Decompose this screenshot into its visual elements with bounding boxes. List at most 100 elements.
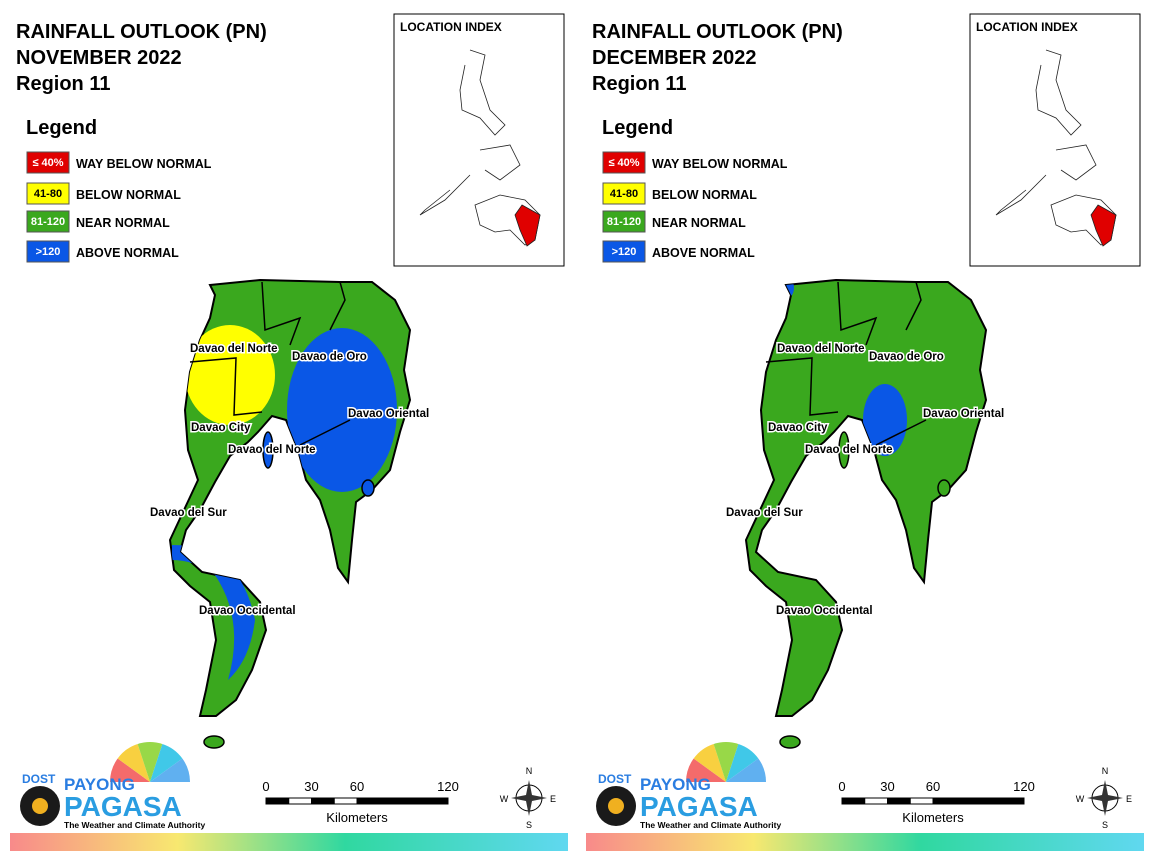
legend-swatch-text: >120 <box>612 246 637 258</box>
inset-luzon <box>459 49 506 136</box>
scale-tick-label: 30 <box>880 779 894 794</box>
compass-letter: W <box>1076 794 1085 804</box>
legend-swatch <box>26 210 70 233</box>
legend-swatch-text: ≤ 40% <box>608 157 639 169</box>
umbrella-panel <box>117 743 150 782</box>
legend-label: BELOW NORMAL <box>652 188 757 202</box>
zone-above-normal <box>287 328 397 492</box>
umbrella-panel <box>693 743 726 782</box>
legend-title: Legend <box>602 117 673 139</box>
legend-label: NEAR NORMAL <box>652 216 746 230</box>
title-line: DECEMBER 2022 <box>592 47 757 69</box>
island <box>838 431 850 469</box>
place-label: Davao City <box>191 422 251 434</box>
scale-segment <box>909 797 934 805</box>
place-label: Davao del Sur <box>726 507 803 519</box>
compass-letter: S <box>526 820 532 830</box>
legend-swatch-text: 81-120 <box>607 216 641 228</box>
inset-palawan <box>995 174 1047 216</box>
compass-letter: N <box>1102 766 1109 776</box>
legend-swatch-text: 41-80 <box>610 188 638 200</box>
place-label: Davao de Oro <box>869 351 944 363</box>
place-label: Davao del Sur <box>150 507 227 519</box>
umbrella-panel <box>137 742 163 782</box>
legend-swatch <box>602 240 646 263</box>
location-index-frame <box>393 13 565 267</box>
umbrella-panel <box>726 758 766 782</box>
inset-luzon <box>1035 49 1082 136</box>
location-index-frame <box>969 13 1141 267</box>
legend-label: BELOW NORMAL <box>76 188 181 202</box>
zone-below-normal <box>185 325 275 425</box>
umbrella-panel <box>726 743 759 782</box>
logo-tagline: The Weather and Climate Authority <box>64 820 205 830</box>
legend-label: WAY BELOW NORMAL <box>76 157 212 171</box>
umbrella-panel <box>150 758 190 782</box>
legend-label: WAY BELOW NORMAL <box>652 157 788 171</box>
scale-segment <box>265 797 290 805</box>
title-line: RAINFALL OUTLOOK (PN) <box>592 21 843 43</box>
logo-tagline: The Weather and Climate Authority <box>640 820 781 830</box>
location-index-title: LOCATION INDEX <box>976 20 1078 34</box>
scale-unit: Kilometers <box>902 810 964 825</box>
scale-segment <box>932 797 1025 805</box>
legend-swatch <box>602 182 646 205</box>
inset-visayas <box>479 144 521 181</box>
logo-seal-sun <box>32 798 48 814</box>
color-strip <box>586 833 1144 851</box>
compass-letter: N <box>526 766 533 776</box>
panel: RAINFALL OUTLOOK (PN) NOVEMBER 2022 Region… <box>10 13 568 851</box>
logo-name: PAGASA <box>64 791 182 822</box>
outlook-zones <box>172 325 397 680</box>
logo-agency: DOST <box>22 772 56 786</box>
compass-star <box>511 780 547 816</box>
place-label: Davao del Norte <box>228 444 316 456</box>
scale-tick-label: 0 <box>838 779 845 794</box>
island <box>262 431 274 469</box>
inset-palawan <box>419 174 471 216</box>
place-label: Davao del Norte <box>777 343 865 355</box>
panel: RAINFALL OUTLOOK (PN) DECEMBER 2022 Region… <box>586 13 1144 851</box>
umbrella-panel <box>110 758 150 782</box>
scale-segment <box>288 797 312 805</box>
umbrella-panel <box>713 742 739 782</box>
title-line: NOVEMBER 2022 <box>16 47 182 69</box>
legend-swatch-text: 41-80 <box>34 188 62 200</box>
scale-tick-label: 60 <box>350 779 364 794</box>
title-line: RAINFALL OUTLOOK (PN) <box>16 21 267 43</box>
location-index-title: LOCATION INDEX <box>400 20 502 34</box>
scale-tick-label: 120 <box>1013 779 1035 794</box>
scale-tick-label: 60 <box>926 779 940 794</box>
place-label: Davao Oriental <box>348 408 429 420</box>
island <box>779 735 801 749</box>
scale-segment <box>864 797 888 805</box>
place-label: Davao Oriental <box>923 408 1004 420</box>
umbrella-panel <box>150 743 183 782</box>
logo-seal-sun <box>608 798 624 814</box>
scale-segment <box>841 797 866 805</box>
compass-letter: S <box>1102 820 1108 830</box>
scale-unit: Kilometers <box>326 810 388 825</box>
scale-tick-label: 30 <box>304 779 318 794</box>
scale-segment <box>311 797 335 805</box>
compass-letter: W <box>500 794 509 804</box>
place-label: Davao Occidental <box>776 605 873 617</box>
legend-swatch-text: 81-120 <box>31 216 65 228</box>
inset-visayas <box>1055 144 1097 181</box>
zone-above-normal <box>863 384 907 456</box>
compass-star <box>1087 780 1123 816</box>
island <box>203 735 225 749</box>
place-label: Davao de Oro <box>292 351 367 363</box>
island <box>361 479 375 497</box>
logo-agency: DOST <box>598 772 632 786</box>
place-label: Davao Occidental <box>199 605 296 617</box>
scale-segment <box>333 797 358 805</box>
logo-brand: PAYONG <box>64 775 135 794</box>
legend-swatch <box>26 182 70 205</box>
island <box>937 479 951 497</box>
scale-tick-label: 120 <box>437 779 459 794</box>
inset-region-11 <box>1090 204 1117 247</box>
title-line: Region 11 <box>592 73 686 95</box>
region-land <box>744 278 988 717</box>
